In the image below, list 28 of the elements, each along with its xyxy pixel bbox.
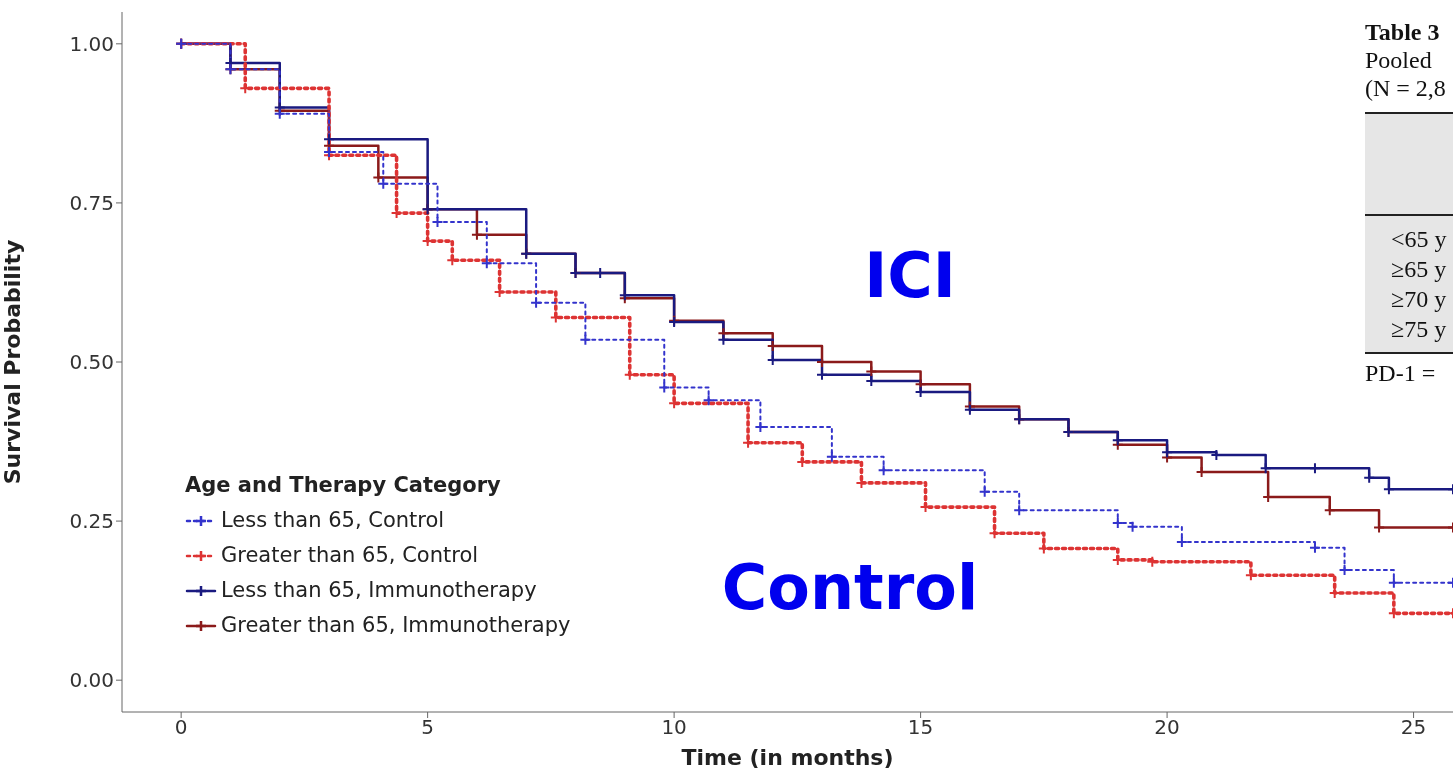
x-tick-label: 10 — [661, 715, 687, 740]
y-tick-label: 0.25 — [69, 509, 114, 534]
legend-title: Age and Therapy Category — [185, 472, 502, 499]
legend-label: Greater than 65, Immunotherapy — [221, 612, 571, 639]
annotation: ≥65 y — [1390, 255, 1448, 284]
legend-label: Less than 65, Control — [221, 507, 445, 534]
annotation: <65 y — [1390, 225, 1448, 254]
x-axis-title: Time (in months) — [681, 745, 894, 770]
legend-label: Less than 65, Immunotherapy — [221, 577, 537, 604]
annotation: ≥70 y — [1390, 285, 1448, 314]
annotation: PD-1 = — [1365, 360, 1437, 387]
y-axis-title: Survival Probability — [0, 239, 25, 485]
annotation: Pooled — [1365, 46, 1433, 74]
y-tick-label: 0.00 — [69, 668, 114, 693]
y-tick-label: 1.00 — [69, 31, 114, 56]
y-tick-label: 0.50 — [69, 350, 114, 375]
annotation: (N = 2,8 — [1365, 74, 1447, 102]
x-tick-label: 5 — [421, 715, 434, 740]
annotation: Table 3 — [1365, 18, 1441, 46]
x-tick-label: 20 — [1154, 715, 1180, 740]
y-tick-label: 0.75 — [69, 191, 114, 216]
annotation: Control — [720, 550, 980, 626]
x-tick-label: 15 — [907, 715, 934, 740]
annotation: ≥75 y — [1390, 315, 1448, 344]
x-tick-label: 25 — [1400, 715, 1427, 740]
annotation: ICI — [863, 238, 957, 314]
x-tick-label: 0 — [174, 715, 188, 740]
legend-label: Greater than 65, Control — [221, 542, 479, 569]
